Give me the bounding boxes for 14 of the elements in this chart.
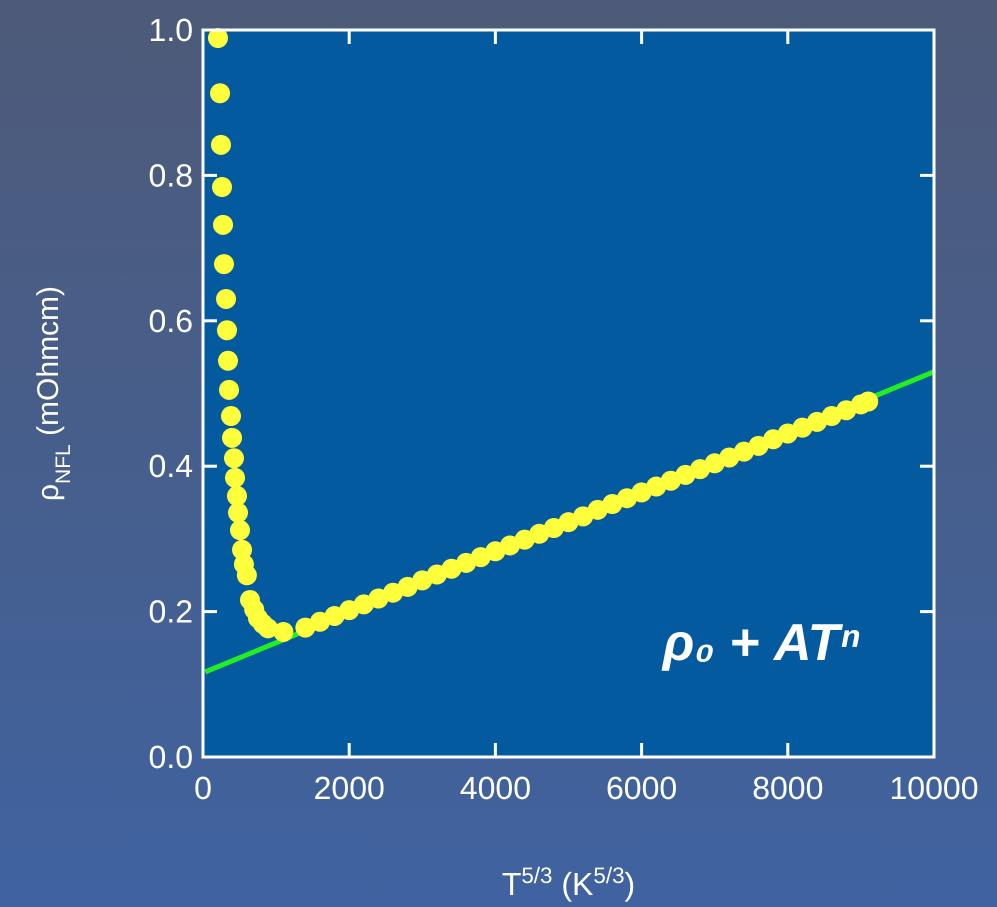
x-tick-label: 4000: [460, 770, 531, 806]
x-tick-label: 0: [194, 770, 212, 806]
x-axis-title: T$^{5/3}$ (K$^{5/3}$): [502, 862, 636, 902]
x-tick-label: 6000: [606, 770, 678, 806]
y-tick-label: 0.4: [148, 448, 193, 484]
y-tick-label: 0.2: [148, 594, 193, 630]
y-tick-label: 1.0: [148, 12, 193, 48]
y-tick-label: 0.8: [148, 157, 193, 194]
y-tick-label: 0.0: [148, 739, 193, 775]
x-tick-label: 8000: [752, 770, 824, 806]
y-tick-label: 0.6: [148, 302, 193, 339]
x-tick-label: 2000: [314, 770, 385, 806]
annotation: ρ₀ + ATⁿ: [660, 614, 860, 672]
x-tick-label: 10000: [890, 770, 978, 806]
